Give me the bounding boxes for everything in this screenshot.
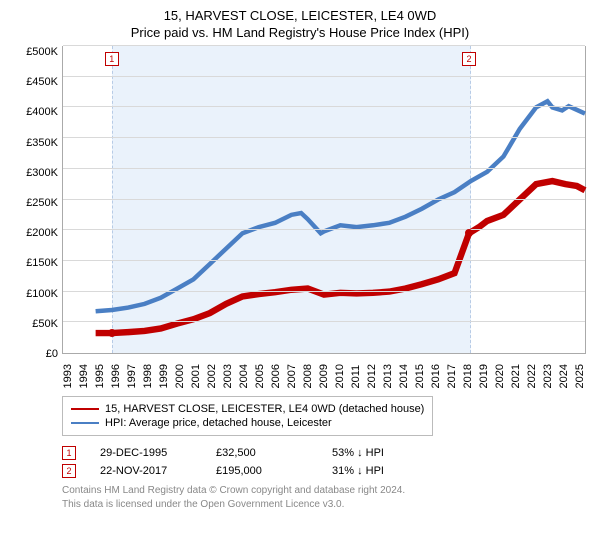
x-tick-label: 1993 [62, 364, 74, 388]
y-tick-label: £350K [26, 137, 58, 149]
sale-index-box: 2 [62, 464, 76, 478]
y-tick-label: £250K [26, 197, 58, 209]
gridline [63, 199, 585, 200]
gridline [63, 260, 585, 261]
chart-svg [63, 46, 585, 353]
x-tick-label: 1996 [110, 364, 122, 388]
x-tick-label: 1997 [126, 364, 138, 388]
x-tick-label: 2003 [222, 364, 234, 388]
gridline [63, 137, 585, 138]
x-tick-label: 2015 [414, 364, 426, 388]
x-tick-label: 2016 [430, 364, 442, 388]
x-tick-label: 2007 [286, 364, 298, 388]
gridline [63, 45, 585, 46]
x-tick-label: 2021 [510, 364, 522, 388]
y-tick-label: £50K [32, 318, 58, 330]
x-tick-label: 2002 [206, 364, 218, 388]
footnote-line2: This data is licensed under the Open Gov… [62, 498, 586, 512]
chart-titles: 15, HARVEST CLOSE, LEICESTER, LE4 0WD Pr… [14, 8, 586, 40]
x-tick-label: 2023 [542, 364, 554, 388]
x-tick-label: 2014 [398, 364, 410, 388]
legend-item: 15, HARVEST CLOSE, LEICESTER, LE4 0WD (d… [71, 403, 424, 415]
x-tick-label: 2004 [238, 364, 250, 388]
x-tick-label: 2005 [254, 364, 266, 388]
sale-price: £32,500 [216, 447, 308, 459]
title-line2: Price paid vs. HM Land Registry's House … [14, 25, 586, 40]
x-tick-label: 1999 [158, 364, 170, 388]
gridline [63, 168, 585, 169]
legend: 15, HARVEST CLOSE, LEICESTER, LE4 0WD (d… [62, 396, 433, 436]
y-tick-label: £400K [26, 106, 58, 118]
y-axis: £500K £450K £400K £350K £300K £250K £200K £150K… [14, 46, 62, 360]
legend-label: 15, HARVEST CLOSE, LEICESTER, LE4 0WD (d… [105, 403, 424, 415]
footnote-line1: Contains HM Land Registry data © Crown c… [62, 484, 586, 498]
x-tick-label: 2006 [270, 364, 282, 388]
x-tick-label: 2012 [366, 364, 378, 388]
x-tick-label: 2009 [318, 364, 330, 388]
x-tick-label: 2025 [574, 364, 586, 388]
x-tick-label: 1995 [94, 364, 106, 388]
sale-index-box: 1 [62, 446, 76, 460]
sale-row: 2 22-NOV-2017 £195,000 31% ↓ HPI [62, 464, 586, 478]
x-tick-label: 2018 [462, 364, 474, 388]
sale-delta: 53% ↓ HPI [332, 447, 424, 459]
legend-swatch [71, 422, 99, 424]
y-tick-label: £150K [26, 257, 58, 269]
x-tick-label: 2017 [446, 364, 458, 388]
x-tick-label: 1994 [78, 364, 90, 388]
x-tick-label: 2020 [494, 364, 506, 388]
y-tick-label: £500K [26, 46, 58, 58]
x-tick-label: 1998 [142, 364, 154, 388]
gridline [63, 291, 585, 292]
gridline [63, 321, 585, 322]
plot: 12 [62, 46, 586, 354]
x-tick-label: 2001 [190, 364, 202, 388]
sales-info: 1 29-DEC-1995 £32,500 53% ↓ HPI 2 22-NOV-2017… [62, 446, 586, 478]
x-tick-label: 2010 [334, 364, 346, 388]
chart-marker: 1 [105, 52, 119, 66]
x-axis: 1993 1994 1995 1996 1997 1998 1999 2000 2001 2002… [14, 364, 586, 388]
legend-item: HPI: Average price, detached house, Leic… [71, 417, 424, 429]
y-tick-label: £0 [46, 348, 58, 360]
sale-dot [465, 229, 473, 237]
gridline [63, 106, 585, 107]
series-price_paid [96, 181, 585, 333]
x-tick-label: 2011 [350, 364, 362, 388]
x-tick-label: 2013 [382, 364, 394, 388]
sale-price: £195,000 [216, 465, 308, 477]
legend-label: HPI: Average price, detached house, Leic… [105, 417, 332, 429]
x-tick-label: 2000 [174, 364, 186, 388]
x-tick-label: 2008 [302, 364, 314, 388]
x-tick-label: 2022 [526, 364, 538, 388]
y-tick-label: £450K [26, 76, 58, 88]
y-tick-label: £300K [26, 167, 58, 179]
sale-date: 29-DEC-1995 [100, 447, 192, 459]
sale-date: 22-NOV-2017 [100, 465, 192, 477]
gridline [63, 229, 585, 230]
y-tick-label: £100K [26, 288, 58, 300]
sale-dot [108, 329, 116, 337]
x-tick-label: 2019 [478, 364, 490, 388]
footnote: Contains HM Land Registry data © Crown c… [62, 484, 586, 511]
sale-delta: 31% ↓ HPI [332, 465, 424, 477]
y-tick-label: £200K [26, 227, 58, 239]
chart-area: £500K £450K £400K £350K £300K £250K £200K £150K… [14, 46, 586, 360]
x-tick-label: 2024 [558, 364, 570, 388]
sale-row: 1 29-DEC-1995 £32,500 53% ↓ HPI [62, 446, 586, 460]
legend-swatch [71, 408, 99, 410]
chart-marker: 2 [462, 52, 476, 66]
title-line1: 15, HARVEST CLOSE, LEICESTER, LE4 0WD [14, 8, 586, 23]
gridline [63, 76, 585, 77]
